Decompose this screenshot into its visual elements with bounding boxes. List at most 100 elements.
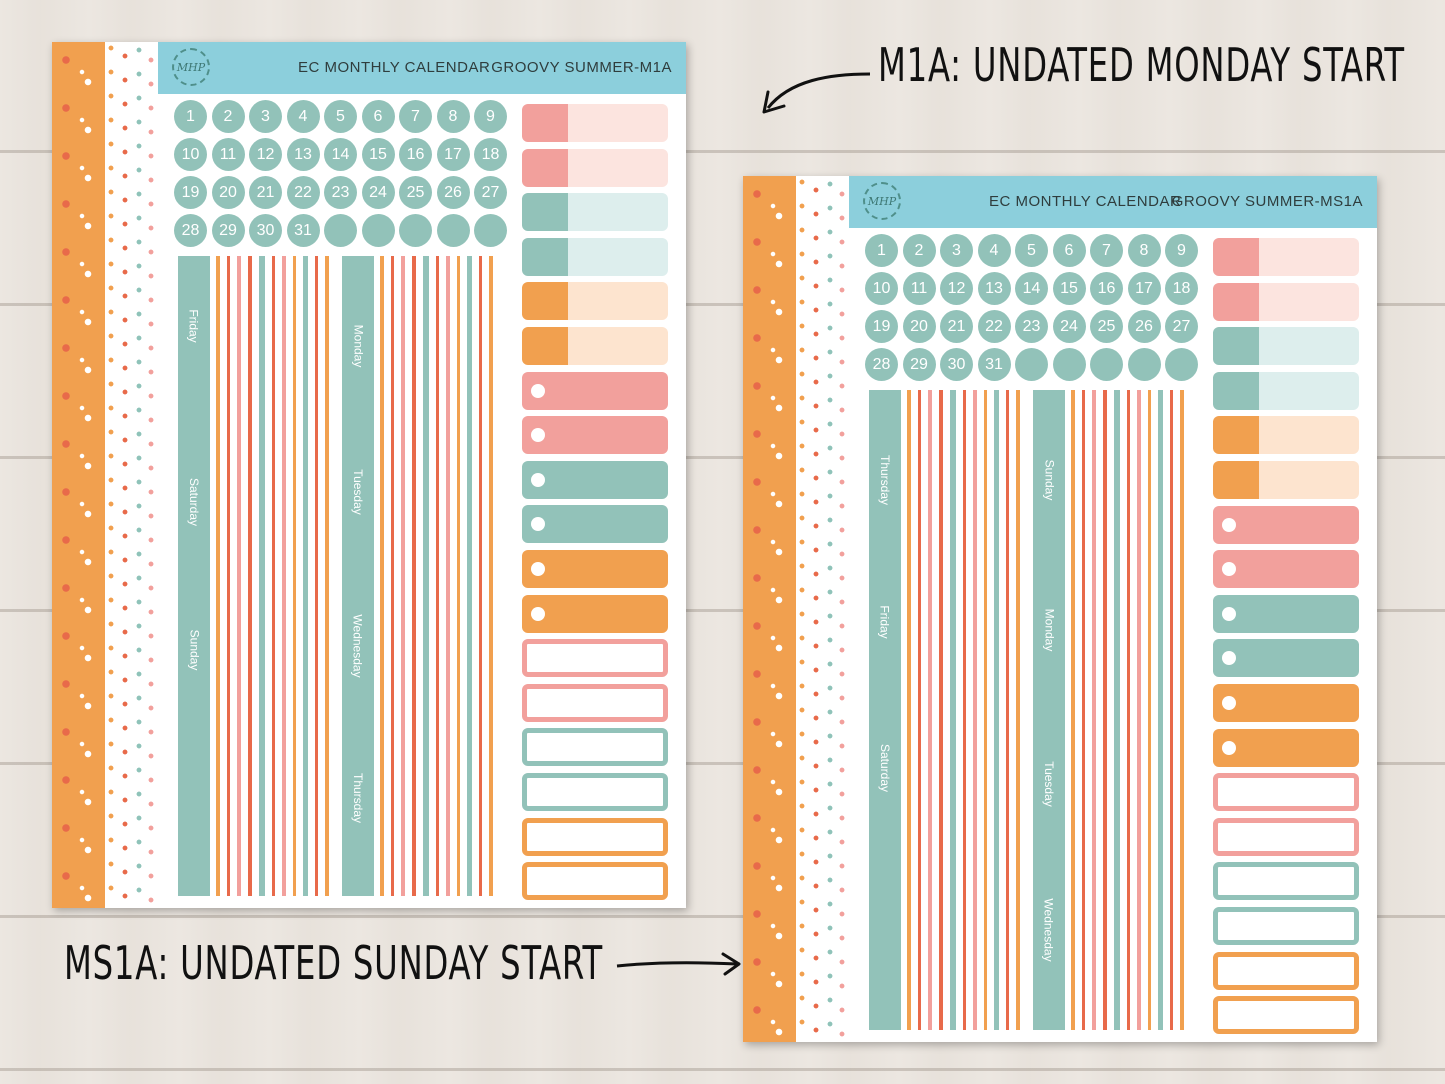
thin-stripe — [950, 390, 956, 1030]
date-circle — [361, 214, 395, 247]
sheet-title: EC MONTHLY CALENDAR — [298, 59, 491, 76]
date-circle: 14 — [1015, 272, 1048, 305]
tag-sticker — [1213, 550, 1359, 589]
split-box-sticker — [1213, 238, 1359, 276]
date-circle: 3 — [249, 100, 282, 133]
date-circle: 24 — [1052, 310, 1086, 343]
date-circle: 7 — [1090, 234, 1123, 267]
frame-box-sticker — [1213, 773, 1359, 812]
thin-stripe — [1092, 390, 1096, 1030]
thin-stripe — [325, 256, 329, 896]
day-column-2: Sunday Monday Tuesday Wednesday — [1033, 390, 1065, 1030]
date-circle: 5 — [1015, 234, 1048, 267]
thin-stripe — [315, 256, 318, 896]
sticker-sheet-ms1a: MHP EC MONTHLY CALENDAR GROOVY SUMMER-MS… — [743, 176, 1377, 1042]
date-circle: 27 — [1165, 310, 1198, 343]
hole-icon — [1222, 740, 1236, 755]
date-circle: 14 — [324, 138, 357, 171]
day-label: Monday — [1042, 608, 1057, 652]
date-circle: 26 — [436, 176, 470, 209]
sheet-header: MHP EC MONTHLY CALENDAR GROOVY SUMMER-MS… — [849, 176, 1377, 228]
date-circle: 12 — [940, 272, 973, 305]
thin-stripe — [293, 256, 296, 896]
box-stickers — [522, 104, 668, 907]
date-circle: 10 — [174, 138, 207, 171]
hole-icon — [531, 472, 545, 487]
frame-box-sticker — [522, 772, 668, 811]
date-circle: 15 — [361, 138, 395, 171]
dotted-washi-strip — [105, 42, 158, 908]
thin-stripe — [446, 256, 450, 896]
date-circle: 17 — [1127, 272, 1161, 305]
sticker-sheet-m1a: MHP EC MONTHLY CALENDAR GROOVY SUMMER-M1… — [52, 42, 686, 908]
day-label: Thursday — [351, 772, 365, 824]
date-circle: 21 — [249, 176, 282, 209]
date-circle: 9 — [1165, 234, 1198, 267]
frame-box-sticker — [1213, 817, 1359, 856]
date-circle: 16 — [1090, 272, 1123, 305]
thin-stripe — [918, 390, 921, 1030]
split-box-sticker — [522, 237, 668, 276]
date-circle: 25 — [399, 176, 432, 209]
split-box-sticker — [522, 104, 668, 142]
date-circle: 11 — [211, 138, 245, 171]
tag-sticker — [522, 416, 668, 455]
date-circle: 1 — [174, 100, 207, 133]
date-circle — [1090, 348, 1123, 381]
thin-stripe — [380, 256, 384, 896]
day-label: Sunday — [187, 629, 202, 671]
split-box-sticker — [1213, 416, 1359, 455]
split-box-sticker — [522, 148, 668, 187]
date-circle: 18 — [474, 138, 507, 171]
split-box-sticker — [1213, 371, 1359, 410]
thin-stripe — [1137, 390, 1141, 1030]
date-circle: 23 — [324, 176, 357, 209]
date-circle — [399, 214, 432, 247]
thin-stripe — [907, 390, 911, 1030]
thin-stripe — [489, 256, 493, 896]
floral-washi-strip — [52, 42, 105, 908]
thin-stripe — [423, 256, 429, 896]
day-label: Tuesday — [351, 469, 365, 515]
split-box-sticker — [1213, 327, 1359, 366]
thin-stripe — [436, 256, 439, 896]
day-label: Saturday — [187, 477, 201, 527]
thin-stripe — [994, 390, 999, 1030]
date-circle: 4 — [286, 100, 320, 133]
date-circle — [1052, 348, 1086, 381]
thin-stripe — [401, 256, 405, 896]
sheet-title: EC MONTHLY CALENDAR — [989, 193, 1182, 210]
date-circle: 29 — [902, 348, 936, 381]
thin-stripe — [479, 256, 482, 896]
date-circle: 26 — [1127, 310, 1161, 343]
thin-stripe — [216, 256, 220, 896]
tag-sticker — [1213, 505, 1359, 544]
thin-stripe — [1016, 390, 1020, 1030]
thin-stripe — [1103, 390, 1107, 1030]
date-circle: 18 — [1165, 272, 1198, 305]
frame-box-sticker — [1213, 996, 1359, 1035]
frame-box-sticker — [522, 728, 668, 767]
date-circle: 28 — [865, 348, 898, 381]
hole-icon — [1222, 606, 1236, 621]
date-circle: 13 — [286, 138, 320, 171]
thin-stripe — [1127, 390, 1130, 1030]
date-circle: 16 — [399, 138, 432, 171]
date-circle: 6 — [361, 100, 395, 133]
split-box-sticker — [1213, 282, 1359, 321]
thin-stripe — [1082, 390, 1085, 1030]
thin-stripe — [227, 256, 230, 896]
day-column-1: Thursday Friday Saturday — [869, 390, 901, 1030]
thin-stripe — [248, 256, 252, 896]
thin-stripe — [1180, 390, 1184, 1030]
thin-stripe — [282, 256, 286, 896]
thin-stripe — [1158, 390, 1163, 1030]
date-circle: 31 — [977, 348, 1011, 381]
split-box-sticker — [1213, 460, 1359, 499]
date-circle: 20 — [211, 176, 245, 209]
date-circle: 19 — [174, 176, 207, 209]
day-label: Friday — [187, 309, 201, 343]
day-column-1: Friday Saturday Sunday — [178, 256, 210, 896]
tag-sticker — [522, 371, 668, 410]
thin-stripe — [272, 256, 275, 896]
